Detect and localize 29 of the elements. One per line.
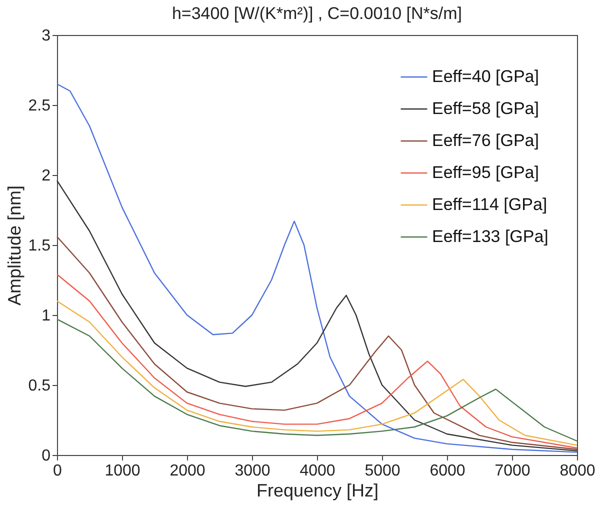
y-tick-label: 2	[42, 168, 51, 184]
x-tick-label: 7000	[494, 462, 530, 480]
y-tick-label: 1.5	[28, 238, 51, 254]
legend-label: Eeff=58 [GPa]	[432, 99, 539, 118]
y-tick-label: 0	[42, 448, 51, 464]
x-tick-label: 6000	[430, 462, 466, 480]
x-tick-label: 8000	[560, 462, 596, 480]
y-tick-label: 3	[42, 28, 51, 44]
chart-title: h=3400 [W/(K*m²)] , C=0.0010 [N*s/m]	[172, 4, 462, 23]
y-axis-title: Amplitude [nm]	[4, 185, 24, 306]
y-tick-label: 1	[42, 308, 51, 324]
line-series	[56, 180, 578, 452]
x-tick-label: 3000	[234, 462, 270, 480]
line-series	[56, 300, 578, 446]
legend-label: Eeff=76 [GPa]	[432, 131, 539, 150]
legend-label: Eeff=114 [GPa]	[432, 195, 548, 214]
legend-label: Eeff=95 [GPa]	[432, 163, 539, 182]
y-tick-label: 2.5	[28, 98, 51, 114]
legend-label: Eeff=133 [GPa]	[432, 227, 548, 246]
x-tick-label: 1000	[104, 462, 140, 480]
x-tick-label: 2000	[170, 462, 206, 480]
x-axis-title: Frequency [Hz]	[256, 480, 379, 500]
x-tick-label: 0	[53, 462, 62, 480]
x-tick-label: 4000	[300, 462, 336, 480]
x-tick-label: 5000	[364, 462, 400, 480]
line-series	[56, 318, 578, 442]
legend-label: Eeff=40 [GPa]	[432, 67, 539, 86]
line-series	[56, 274, 578, 449]
y-tick-label: 0.5	[28, 378, 51, 394]
